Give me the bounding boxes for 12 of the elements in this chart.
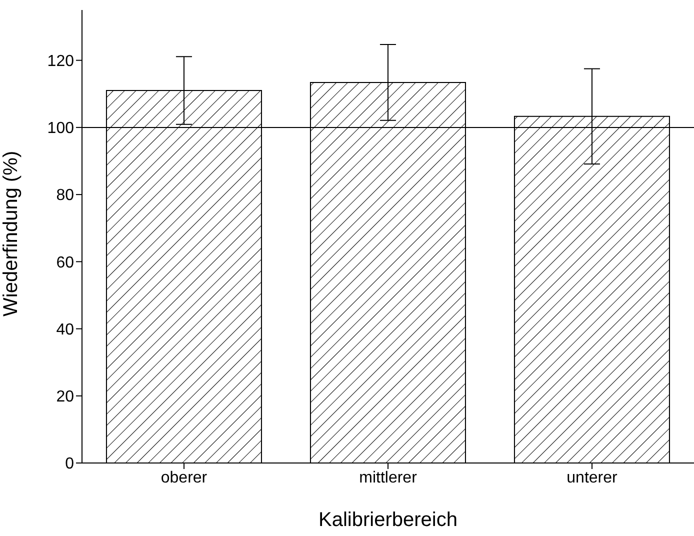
y-tick-label: 100 — [47, 120, 74, 138]
x-tick-label: unterer — [566, 469, 618, 486]
y-tick-label: 60 — [56, 254, 74, 272]
x-axis-title: Kalibrierbereich — [318, 509, 458, 531]
y-tick-label: 20 — [56, 388, 74, 406]
y-tick-label: 80 — [56, 187, 74, 204]
y-axis-title: Wiederfindung (%) — [0, 150, 22, 316]
y-tick-label: 120 — [47, 53, 74, 70]
x-tick-label: mittlerer — [359, 469, 418, 486]
y-tick-label: 40 — [56, 321, 74, 338]
y-tick-label: 0 — [65, 456, 74, 473]
x-tick-label: oberer — [160, 469, 208, 486]
